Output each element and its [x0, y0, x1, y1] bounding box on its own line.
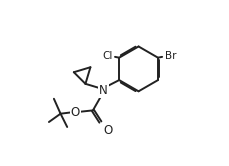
- Text: O: O: [71, 106, 80, 119]
- Text: N: N: [99, 84, 108, 97]
- Text: Cl: Cl: [102, 51, 112, 61]
- Text: Br: Br: [165, 51, 176, 61]
- Text: O: O: [103, 124, 112, 137]
